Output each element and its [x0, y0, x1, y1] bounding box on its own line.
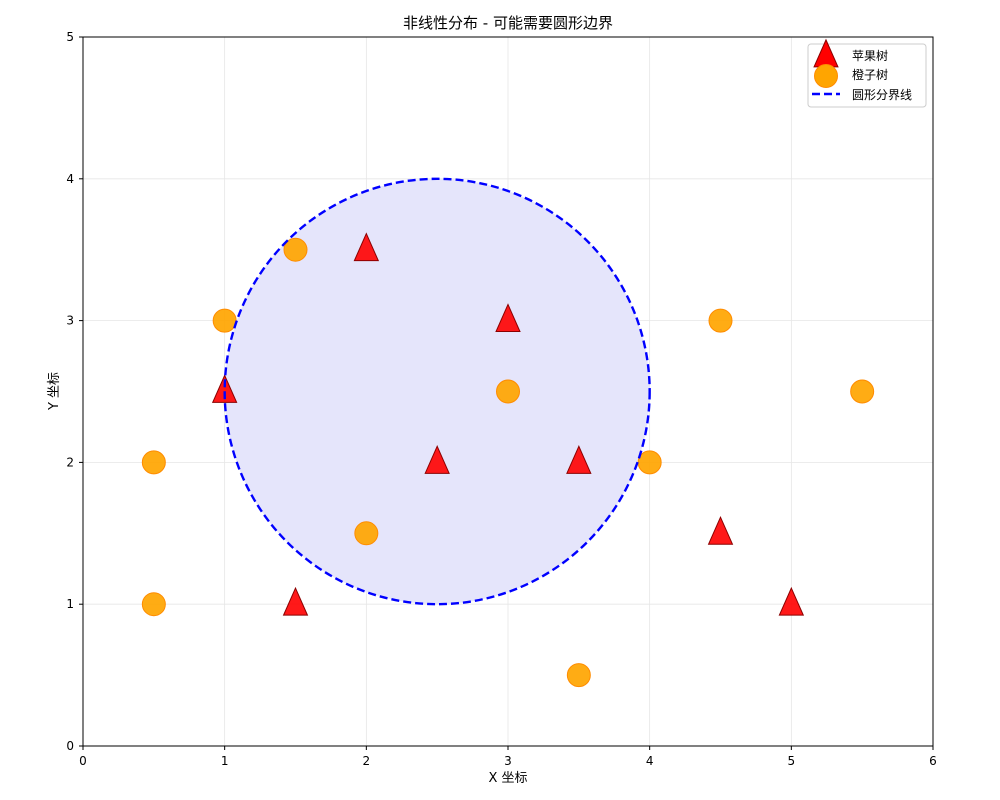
apple-tree-point: [424, 445, 450, 474]
legend-label-orange: 橙子树: [852, 67, 888, 82]
x-tick-label: 1: [221, 754, 229, 768]
x-tick-label: 0: [79, 754, 87, 768]
orange-tree-point: [212, 308, 237, 333]
y-tick-label: 3: [66, 314, 74, 328]
chart-title: 非线性分布 - 可能需要圆形边界: [403, 14, 613, 32]
apple-tree-point: [495, 303, 521, 333]
plot-area: 0 1 2 3 4 5 6 0 1 2 3 4 5: [66, 30, 936, 768]
apple-tree-point: [566, 445, 592, 474]
orange-tree-point: [637, 450, 662, 475]
orange-tree-point: [708, 308, 733, 333]
legend-orange-marker: [814, 64, 838, 88]
legend-box: [807, 43, 927, 108]
y-tick-label: 0: [66, 739, 74, 753]
boundary-fill: [224, 178, 650, 605]
boundary-line: [223, 177, 651, 606]
apple-tree-point: [707, 515, 734, 545]
orange-tree-point: [496, 379, 520, 404]
apple-tree-point: [778, 586, 805, 616]
apple-tree-point: [353, 232, 380, 262]
legend-label-boundary: 圆形分界线: [852, 88, 912, 102]
x-tick-label: 2: [363, 754, 371, 768]
orange-tree-point: [850, 379, 875, 404]
x-tick-label: 3: [504, 754, 512, 768]
y-tick-label: 4: [66, 172, 74, 186]
apple-tree-point: [211, 374, 238, 403]
y-tick-label: 1: [66, 597, 74, 611]
x-tick-label: 6: [929, 754, 937, 768]
x-tick-label: 5: [788, 754, 796, 768]
y-axis-label: Y 坐标: [47, 372, 62, 411]
apple-tree-point: [282, 586, 309, 616]
orange-tree-point: [141, 592, 166, 617]
x-axis-label: X 坐标: [488, 771, 527, 786]
orange-tree-point: [141, 450, 166, 475]
orange-tree-point: [283, 237, 308, 262]
legend-label-apple: 苹果树: [852, 48, 888, 63]
orange-tree-point: [566, 663, 591, 688]
y-tick-label: 2: [66, 455, 74, 469]
x-tick-label: 4: [646, 754, 654, 768]
y-tick-label: 5: [66, 30, 74, 44]
orange-tree-point: [354, 521, 379, 546]
